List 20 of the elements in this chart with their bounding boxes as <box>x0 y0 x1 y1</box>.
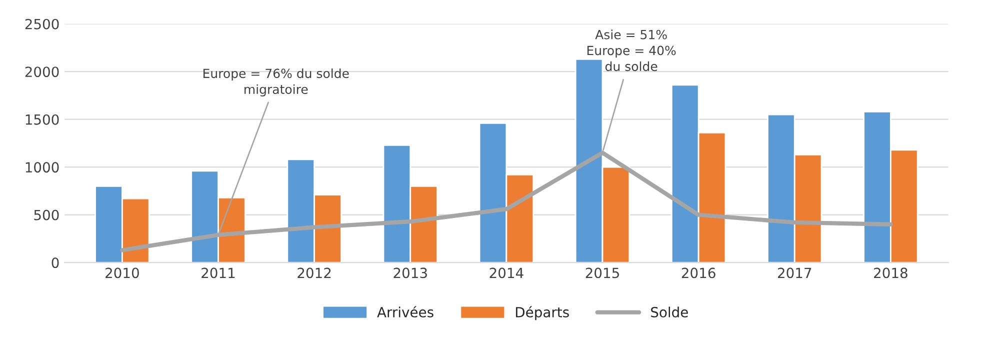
x-tick-label: 2018 <box>874 268 908 278</box>
y-tick-label: 1500 <box>26 114 59 125</box>
x-tick-label: 2017 <box>778 268 812 278</box>
x-tick-label: 2010 <box>106 268 139 278</box>
y-tick-label: 1000 <box>26 162 59 173</box>
y-tick-label: 2000 <box>25 66 59 78</box>
x-tick-label: 2013 <box>394 268 427 278</box>
x-tick-label: 2015 <box>586 268 619 278</box>
x-tick-label: 2016 <box>682 268 716 278</box>
x-tick-label: 2011 <box>202 268 235 278</box>
y-tick-label: 2500 <box>25 18 59 30</box>
annotation: Europe = 76% du solde migratoire <box>204 68 349 96</box>
legend-label: Solde <box>651 306 688 318</box>
y-tick-label: 500 <box>34 210 59 220</box>
x-tick-label: 2012 <box>298 268 331 278</box>
legend-label: Départs <box>516 306 569 320</box>
y-tick-label: 0 <box>52 258 59 268</box>
annotation: Asie = 51% Europe = 40% du solde <box>587 30 676 72</box>
legend-label: Arrivées <box>377 306 434 318</box>
x-tick-label: 2014 <box>490 268 524 278</box>
